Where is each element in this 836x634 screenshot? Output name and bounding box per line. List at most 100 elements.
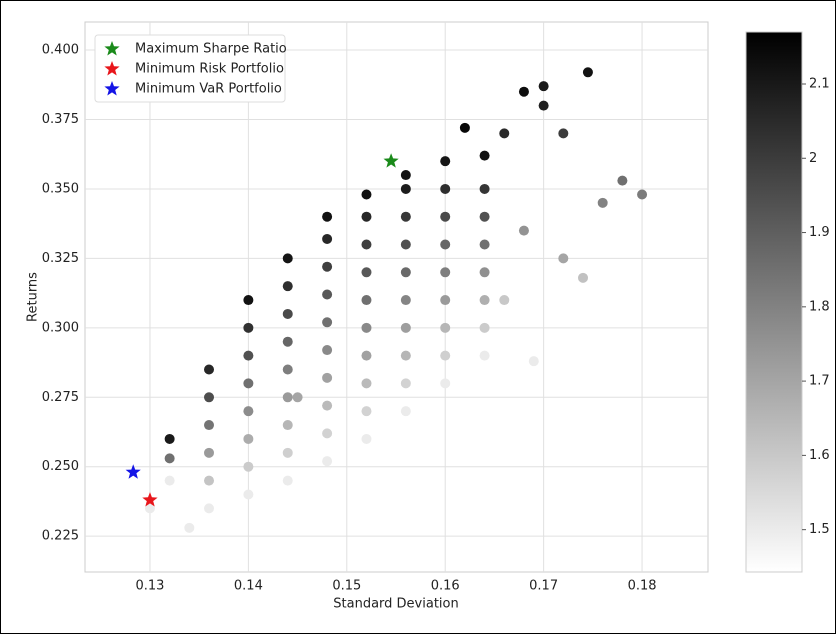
point [204, 503, 215, 514]
point [400, 211, 411, 222]
point [440, 211, 451, 222]
point [361, 378, 372, 389]
point [479, 239, 490, 250]
point [479, 295, 490, 306]
point [597, 197, 608, 208]
point [400, 322, 411, 333]
point [322, 372, 333, 383]
point [400, 239, 411, 250]
highlight-star [142, 492, 158, 507]
point [292, 392, 303, 403]
point [479, 322, 490, 333]
y-tick-label: 0.325 [42, 251, 79, 266]
x-tick-label: 0.18 [628, 579, 657, 594]
point [204, 475, 215, 486]
colorbar-tick-label: 2.1 [809, 76, 830, 91]
x-tick-label: 0.14 [234, 579, 263, 594]
x-tick-label: 0.13 [135, 579, 164, 594]
legend-label: Maximum Sharpe Ratio [135, 42, 287, 57]
point [440, 322, 451, 333]
point [538, 100, 549, 111]
point [518, 86, 529, 97]
colorbar-tick-label: 2 [809, 151, 817, 166]
x-axis-label: Standard Deviation [333, 597, 458, 612]
point [400, 267, 411, 278]
point [637, 189, 648, 200]
point [479, 211, 490, 222]
point [184, 522, 195, 533]
point [361, 211, 372, 222]
legend-box [94, 34, 286, 103]
point [578, 272, 589, 283]
point [499, 128, 510, 139]
legend-marker [104, 41, 120, 56]
point [361, 350, 372, 361]
point [322, 428, 333, 439]
colorbar-tick-label: 1.9 [809, 225, 830, 240]
point [400, 295, 411, 306]
point [322, 289, 333, 300]
y-axis-label: Returns [26, 272, 41, 322]
point [282, 447, 293, 458]
point [243, 461, 254, 472]
point [499, 295, 510, 306]
point [558, 128, 569, 139]
point [558, 253, 569, 264]
point [204, 447, 215, 458]
colorbar-tick-label: 1.6 [809, 448, 830, 463]
point [440, 378, 451, 389]
point [282, 392, 293, 403]
point [204, 392, 215, 403]
point [204, 420, 215, 431]
point [282, 308, 293, 319]
point [164, 475, 175, 486]
point [479, 350, 490, 361]
legend-label: Minimum VaR Portfolio [135, 82, 282, 97]
plot-area [84, 21, 709, 573]
point [582, 67, 593, 78]
point [459, 122, 470, 133]
point [243, 350, 254, 361]
colorbar-tick-label: 1.5 [809, 522, 830, 537]
point [322, 261, 333, 272]
point [440, 350, 451, 361]
point [361, 406, 372, 417]
point [400, 170, 411, 181]
point [400, 378, 411, 389]
legend-marker [104, 61, 120, 76]
point [479, 150, 490, 161]
point [322, 233, 333, 244]
point [243, 378, 254, 389]
colorbar [745, 31, 803, 573]
point [322, 345, 333, 356]
point [361, 189, 372, 200]
point [518, 225, 529, 236]
x-tick-label: 0.15 [332, 579, 361, 594]
point [282, 364, 293, 375]
point [361, 267, 372, 278]
point [282, 281, 293, 292]
point [440, 267, 451, 278]
point [322, 211, 333, 222]
point [617, 175, 628, 186]
colorbar-tick-label: 1.7 [809, 374, 830, 389]
point [322, 317, 333, 328]
point [243, 295, 254, 306]
point [243, 489, 254, 500]
y-tick-label: 0.375 [42, 112, 79, 127]
colorbar-tick-label: 1.8 [809, 299, 830, 314]
point [361, 295, 372, 306]
point [361, 433, 372, 444]
point [322, 456, 333, 467]
point [400, 350, 411, 361]
point [361, 322, 372, 333]
point [400, 406, 411, 417]
point [243, 406, 254, 417]
point [164, 453, 175, 464]
point [361, 239, 372, 250]
point [243, 433, 254, 444]
point [204, 364, 215, 375]
point [282, 336, 293, 347]
point [528, 356, 539, 367]
